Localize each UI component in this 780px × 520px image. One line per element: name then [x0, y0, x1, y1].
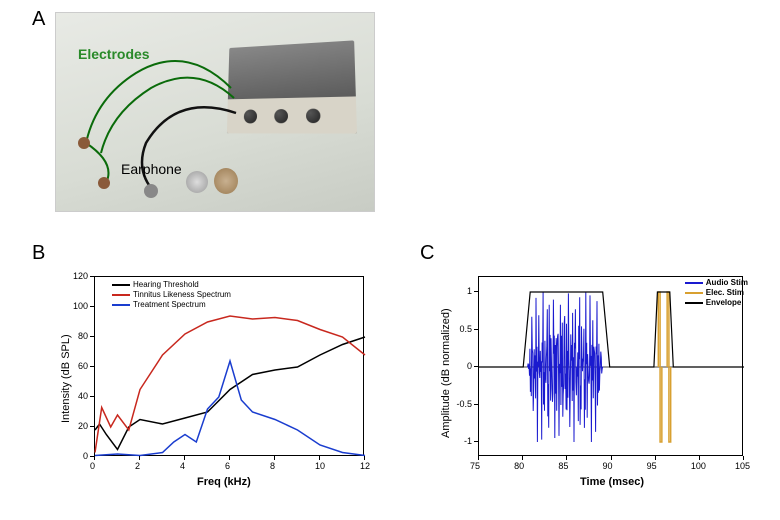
electrodes-label: Electrodes [78, 46, 150, 62]
eartip-1 [186, 171, 208, 193]
chart-c-legend: Audio StimElec. StimEnvelope [685, 278, 748, 308]
panel-a-photo: Electrodes Earphone [55, 12, 375, 212]
panel-c-label: C [420, 242, 434, 265]
chart-b-legend: Hearing ThresholdTinnitus Likeness Spect… [112, 280, 231, 310]
panel-b-chart: Intensity (dB SPL) Freq (kHz) Hearing Th… [52, 268, 382, 498]
panel-a-label: A [32, 8, 45, 31]
panel-c-chart: Amplitude (dB normalized) Time (msec) Au… [430, 268, 760, 498]
chart-b-xlabel: Freq (kHz) [197, 476, 251, 488]
chart-c-xlabel: Time (msec) [580, 476, 644, 488]
earphone-label: Earphone [121, 161, 182, 177]
chart-b-ylabel: Intensity (dB SPL) [60, 334, 72, 423]
eartip-2 [214, 168, 238, 194]
panel-b-label: B [32, 242, 45, 265]
